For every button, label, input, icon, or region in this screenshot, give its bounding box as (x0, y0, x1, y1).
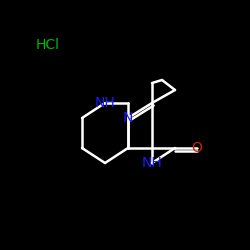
Text: NH: NH (142, 156, 163, 170)
Text: NH: NH (94, 96, 116, 110)
Text: O: O (192, 141, 202, 155)
Text: N: N (123, 111, 133, 125)
Text: HCl: HCl (36, 38, 60, 52)
